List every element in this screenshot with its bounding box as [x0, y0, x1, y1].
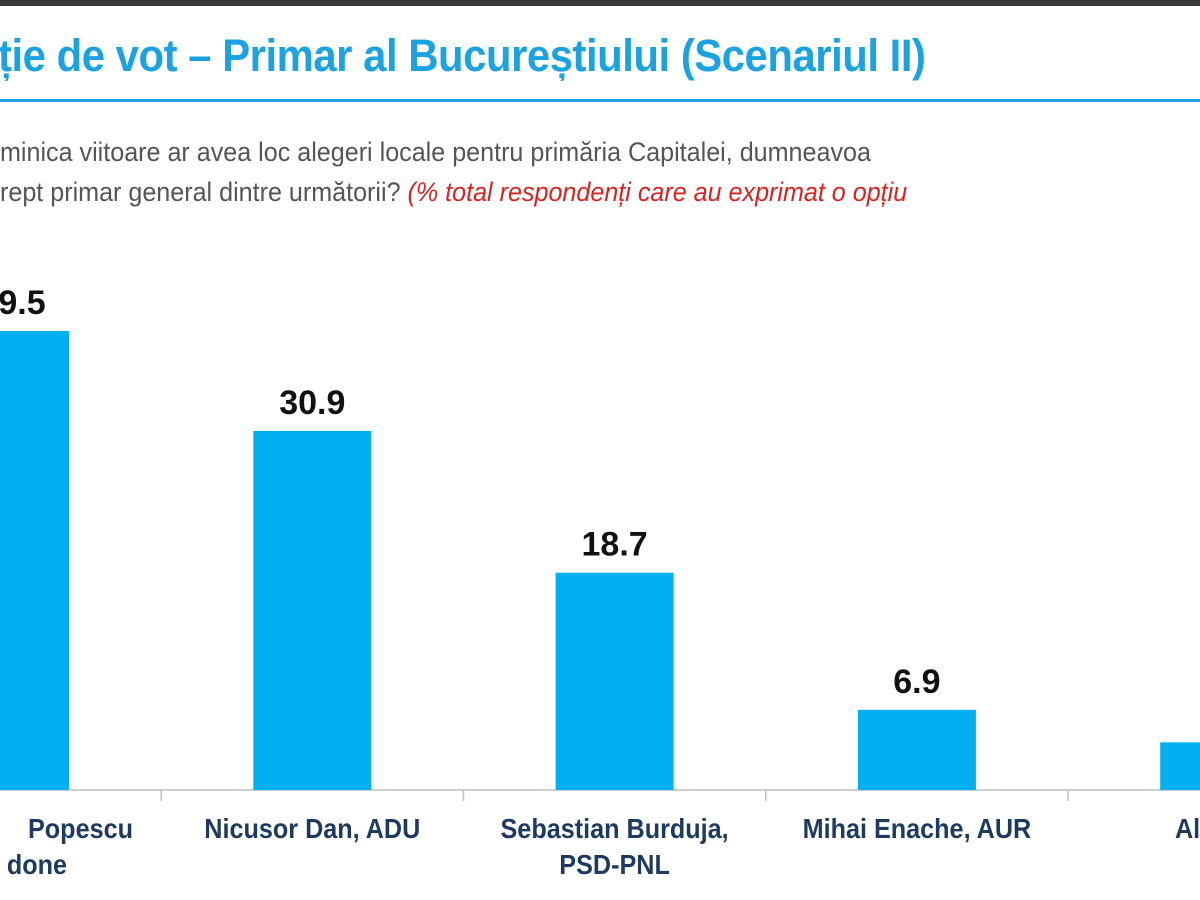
category-label: Nicusor Dan, ADU — [204, 813, 420, 845]
question-text: rept primar general dintre următorii? — [0, 177, 408, 207]
data-label: 18.7 — [582, 526, 648, 564]
data-label: 30.9 — [279, 384, 345, 422]
chart-title: ție de vot – Primar al Bucureștiului (Sc… — [0, 30, 926, 81]
bar — [253, 430, 372, 790]
question-note: (% total respondenți care au exprimat o … — [407, 177, 908, 207]
bar — [555, 572, 674, 790]
question-line-1: minica viitoare ar avea loc alegeri loca… — [0, 137, 871, 167]
category-label: Popescu — [28, 813, 133, 845]
top-border — [0, 0, 1200, 6]
category-label: Alto — [1175, 813, 1200, 845]
bar — [1160, 742, 1200, 790]
data-label: 6.9 — [893, 663, 940, 701]
category-label: PSD-PNL — [559, 849, 670, 881]
category-label: Mihai Enache, AUR — [803, 813, 1032, 845]
bar — [857, 709, 976, 790]
category-label: Sebastian Burduja, — [501, 813, 729, 845]
question-line-2: rept primar general dintre următorii? (%… — [0, 177, 907, 208]
bar — [0, 331, 69, 790]
category-label: done — [7, 849, 67, 881]
data-label: 9.5 — [0, 284, 46, 322]
title-divider — [0, 99, 1200, 102]
